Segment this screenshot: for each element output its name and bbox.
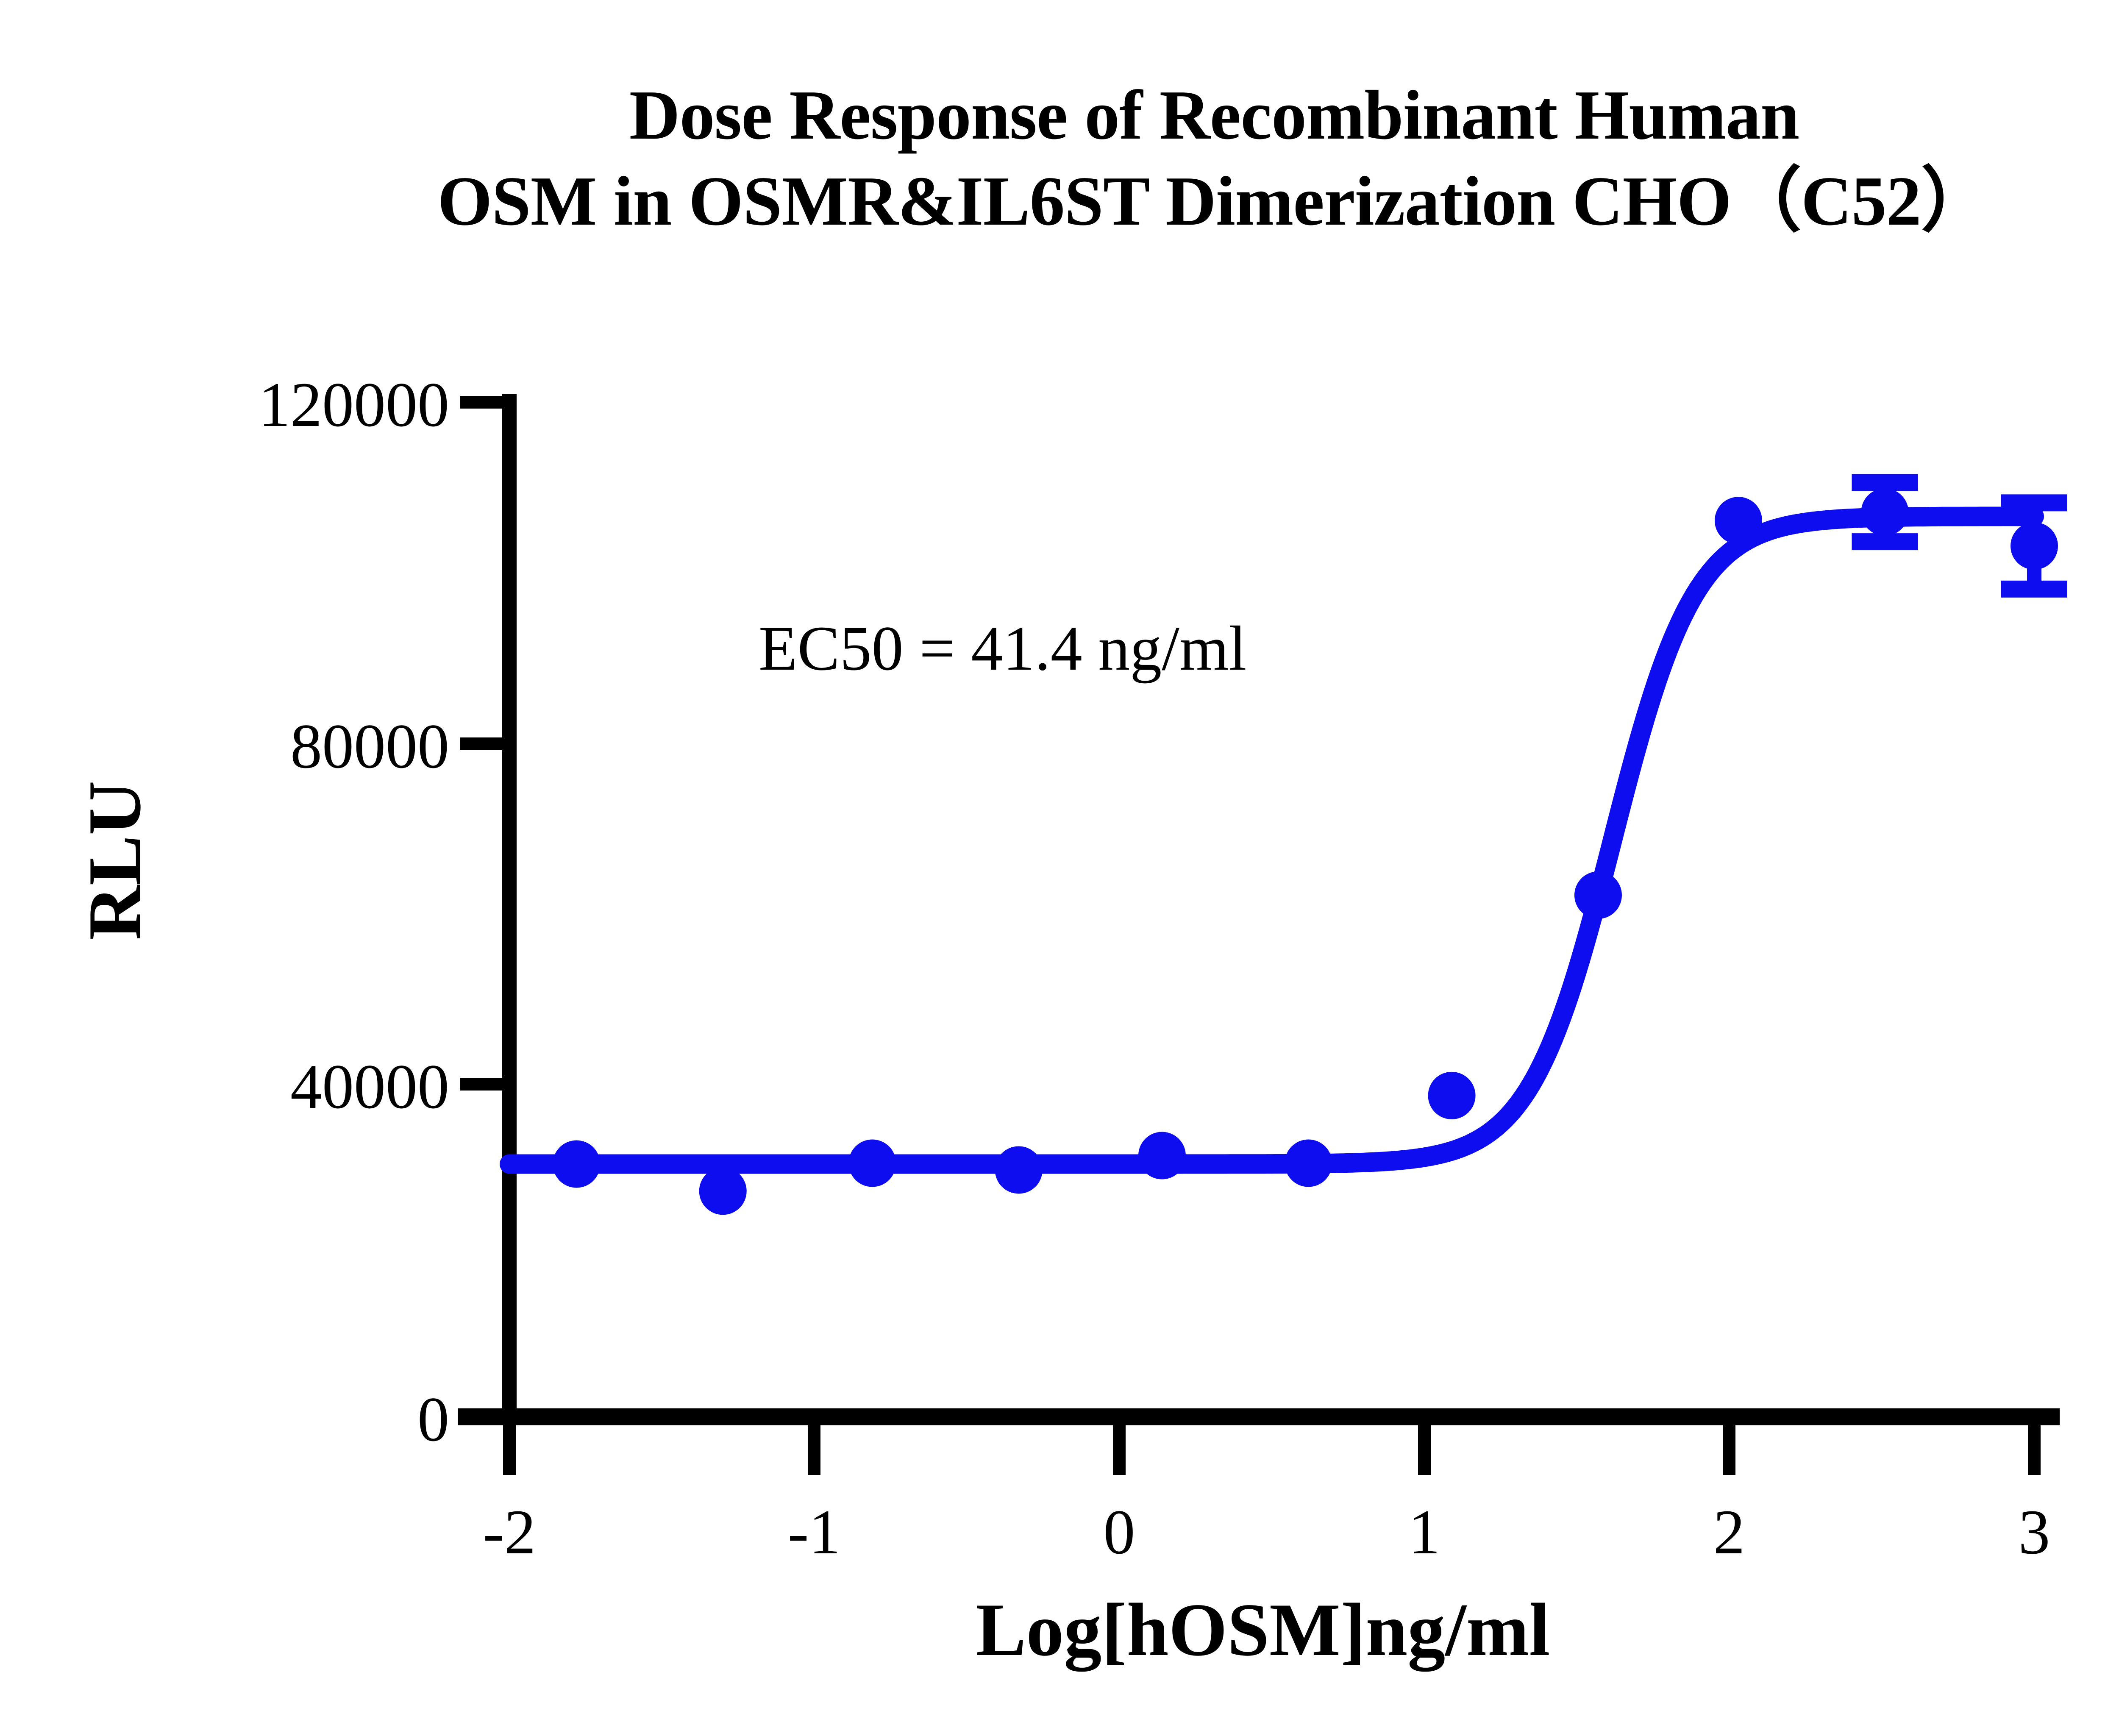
axis-lines (458, 394, 2060, 1425)
data-point-marker (1714, 497, 1762, 545)
chart-title: Dose Response of Recombinant Human OSM i… (437, 76, 1991, 240)
x-tick-label-1: 1 (1409, 1497, 1440, 1567)
x-tick-labels: -2 -1 0 1 2 3 (483, 1497, 2050, 1567)
data-point-marker (1428, 1071, 1476, 1119)
x-tick-label-neg1: -1 (788, 1497, 841, 1567)
x-axis-title: Log[hOSM]ng/ml (976, 1588, 1550, 1672)
fit-curve (500, 506, 2044, 1174)
x-tick-label-3: 3 (2019, 1497, 2050, 1567)
x-axis-ticks (503, 1425, 2041, 1475)
y-tick-label-40000: 40000 (290, 1052, 449, 1122)
data-point-marker (2011, 522, 2058, 570)
y-tick-label-80000: 80000 (290, 711, 449, 782)
data-point-marker (699, 1167, 747, 1215)
data-point-marker (848, 1139, 896, 1187)
data-series-layer (500, 474, 2067, 1215)
data-point-marker (995, 1146, 1043, 1194)
data-point-marker (1574, 871, 1622, 919)
ec50-annotation: EC50 = 41.4 ng/ml (759, 613, 1246, 684)
y-tick-labels: 120000 80000 40000 0 (259, 370, 449, 1455)
y-tick-label-120000: 120000 (259, 370, 449, 440)
data-point-marker (1861, 488, 1909, 536)
y-tick-label-0: 0 (417, 1384, 449, 1455)
data-point-marker (553, 1140, 601, 1188)
y-axis-title: RLU (72, 781, 156, 940)
x-tick-label-0: 0 (1104, 1497, 1135, 1567)
data-point-marker (1285, 1139, 1332, 1187)
x-tick-label-2: 2 (1713, 1497, 1745, 1567)
data-point-marker (1138, 1132, 1186, 1180)
y-axis-ticks (460, 396, 509, 1423)
x-tick-label-neg2: -2 (483, 1497, 536, 1567)
